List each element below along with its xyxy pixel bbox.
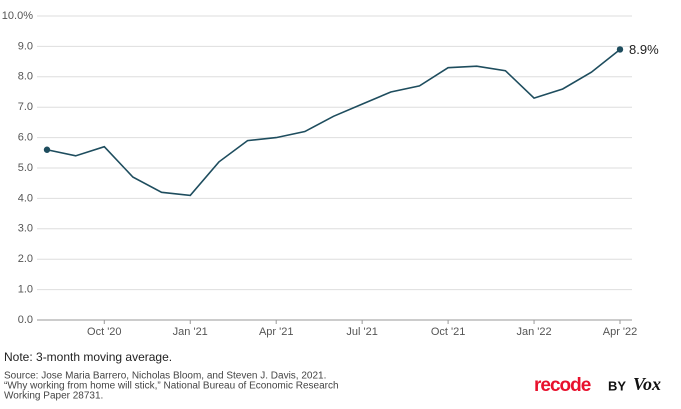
- end-marker: [43, 146, 51, 153]
- source-line: “Why working from home will stick,” Nati…: [4, 381, 339, 392]
- logo-by: BY: [608, 378, 626, 393]
- logo-partner: Vox: [633, 374, 661, 394]
- x-tick-label: Oct '21: [431, 326, 466, 338]
- value-label: 8.9%: [629, 42, 659, 57]
- y-tick-label: 3.0: [18, 223, 33, 235]
- x-tick-label: Jan '22: [516, 326, 551, 338]
- source-line: Working Paper 28731.: [4, 391, 103, 402]
- y-tick-label: 9.0: [18, 40, 33, 52]
- x-tick-label: Jul '21: [346, 326, 377, 338]
- y-tick-label: 4.0: [18, 192, 33, 204]
- x-tick-label: Jan '21: [173, 326, 208, 338]
- y-tick-label: 6.0: [18, 132, 33, 144]
- line: [46, 48, 621, 197]
- y-tick-label: 0.0: [18, 314, 33, 326]
- source-line: Source: Jose Maria Barrero, Nicholas Blo…: [4, 371, 326, 382]
- x-tick-label: Apr '21: [259, 326, 294, 338]
- logo-brand: recode: [534, 375, 591, 396]
- end-marker: [616, 46, 624, 53]
- y-tick-label: 1.0: [18, 284, 33, 296]
- y-tick-label: 5.0: [18, 162, 33, 174]
- y-tick-label: 2.0: [18, 253, 33, 265]
- y-tick-label: 10.0%: [2, 10, 33, 22]
- x-tick-label: Oct '20: [87, 326, 122, 338]
- y-tick-label: 8.0: [18, 71, 33, 83]
- x-tick-label: Apr '22: [603, 326, 638, 338]
- note: Note: 3-month moving average.: [4, 350, 172, 364]
- y-tick-label: 7.0: [18, 101, 33, 113]
